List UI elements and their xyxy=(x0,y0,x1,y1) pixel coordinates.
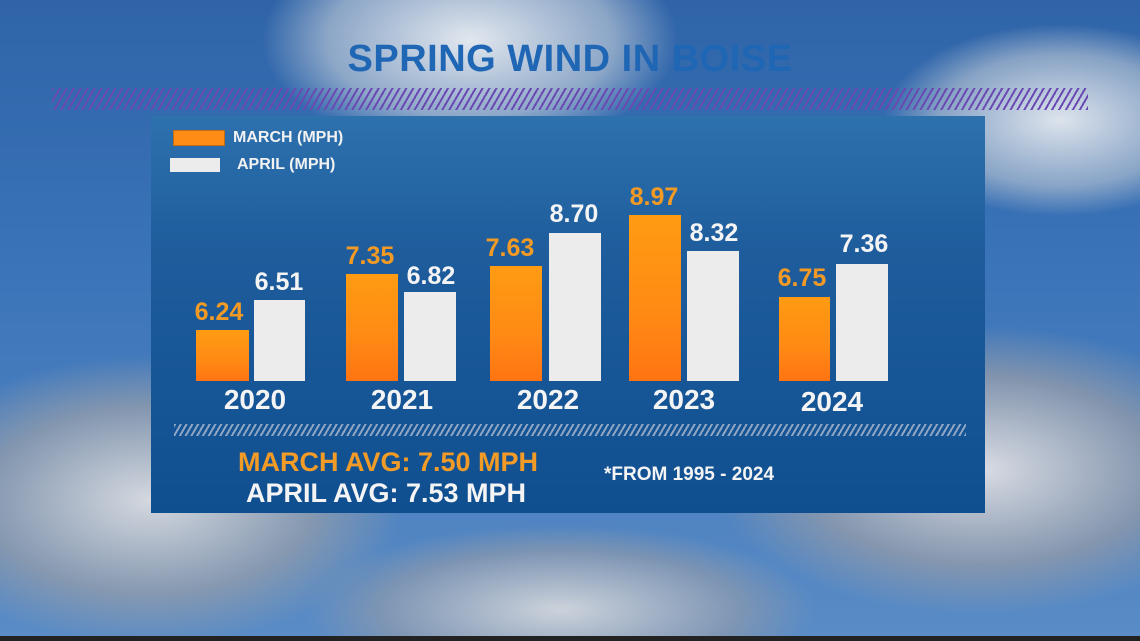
bar-march-2023 xyxy=(629,215,681,381)
year-label-2022: 2022 xyxy=(516,384,580,415)
legend-swatch-april xyxy=(170,158,220,172)
bar-april-2020 xyxy=(254,300,305,381)
value-march-2021: 7.35 xyxy=(345,242,395,270)
year-label-2020: 2020 xyxy=(223,384,287,415)
averages-footnote: *FROM 1995 - 2024 xyxy=(604,464,775,485)
bar-april-2022 xyxy=(549,233,601,381)
value-march-2022: 7.63 xyxy=(485,234,535,262)
bar-march-2021 xyxy=(346,274,398,381)
legend-item-april: APRIL (MPH) xyxy=(170,156,335,174)
value-april-2024: 7.36 xyxy=(839,230,889,258)
bar-april-2023 xyxy=(687,251,739,381)
april-average: APRIL AVG: 7.53 MPH xyxy=(246,478,527,508)
legend-item-march: MARCH (MPH) xyxy=(173,129,343,147)
bottom-edge-bar xyxy=(0,636,1140,641)
averages-divider xyxy=(174,424,966,436)
bar-march-2024 xyxy=(779,297,830,381)
value-april-2023: 8.32 xyxy=(689,219,739,247)
year-label-2024: 2024 xyxy=(800,386,864,417)
chart-title: SPRING WIND IN BOISE xyxy=(347,38,793,80)
legend-label-april: APRIL (MPH) xyxy=(237,156,336,173)
year-label-2021: 2021 xyxy=(370,384,434,415)
value-march-2020: 6.24 xyxy=(194,298,244,326)
bar-april-2024 xyxy=(836,264,888,381)
bar-april-2021 xyxy=(404,292,456,381)
value-april-2020: 6.51 xyxy=(254,268,304,296)
value-march-2023: 8.97 xyxy=(629,183,679,211)
year-label-2023: 2023 xyxy=(652,384,716,415)
legend-label-march: MARCH (MPH) xyxy=(233,129,344,146)
value-april-2021: 6.82 xyxy=(406,262,456,290)
bar-march-2022 xyxy=(490,266,542,381)
value-april-2022: 8.70 xyxy=(549,200,599,228)
march-average: MARCH AVG: 7.50 MPH xyxy=(238,447,539,477)
value-march-2024: 6.75 xyxy=(777,264,827,292)
title-stripe-divider xyxy=(52,88,1088,110)
legend-swatch-march xyxy=(173,130,225,146)
bar-march-2020 xyxy=(196,330,249,381)
